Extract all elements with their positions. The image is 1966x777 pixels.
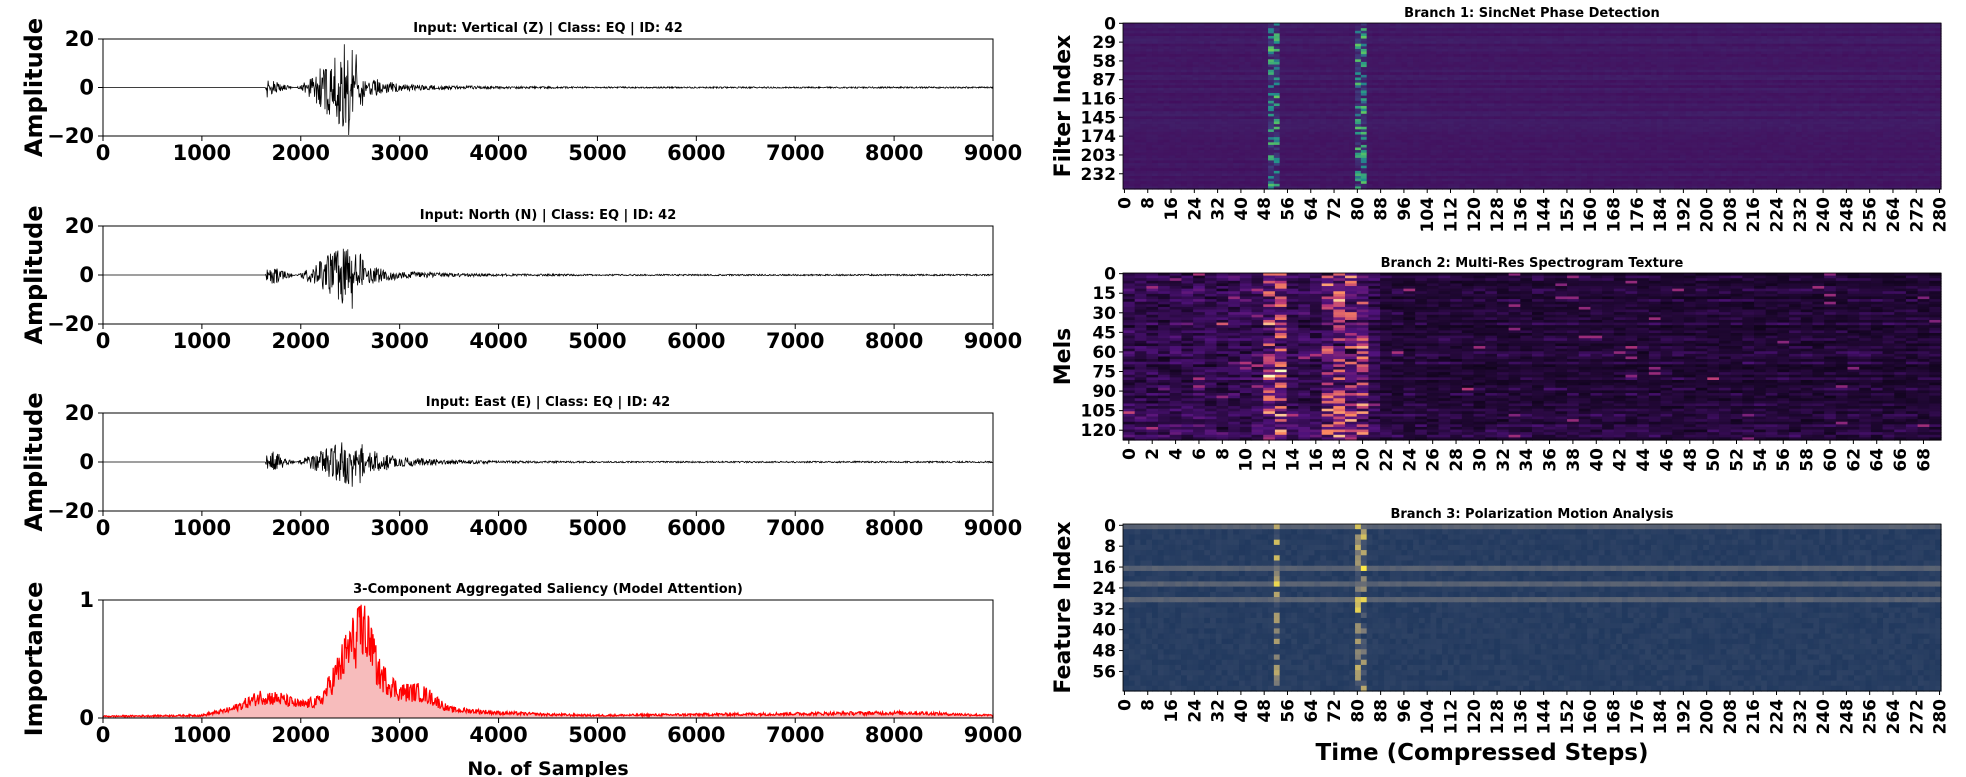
waveform-panel-4: 0 1000 2000 3000 4000 5000 6000 7000 8000 9000 1 0 3… <box>20 582 1022 777</box>
x-tick-label: 3000 <box>370 723 428 747</box>
waveform-trace <box>103 44 993 135</box>
y-tick-label: 0 <box>79 706 94 730</box>
waveform-trace <box>103 442 993 486</box>
y-axis-label: Importance <box>20 582 48 737</box>
y-tick-label: 20 <box>65 214 94 238</box>
x-tick-label: 1000 <box>173 329 231 353</box>
x-tick-label: 8000 <box>865 723 923 747</box>
y-tick-label: 0 <box>79 263 94 287</box>
x-tick-label: 7000 <box>766 141 824 165</box>
x-tick-label: 3000 <box>370 329 428 353</box>
x-axis-label: No. of Samples <box>467 758 628 777</box>
heatmap-panel-1: 0 8 16 24 32 40 48 56 64 72 80 88 96 104 112 120 128 136 1… <box>1051 6 1951 233</box>
panel-title: Input: East (E) | Class: EQ | ID: 42 <box>426 395 670 410</box>
waveform-panel-3: 0 1000 2000 3000 4000 5000 6000 7000 8000 9000 20 0… <box>20 392 1022 540</box>
panel-title: Input: Vertical (Z) | Class: EQ | ID: 42 <box>413 21 683 36</box>
x-tick-label: 6000 <box>667 141 725 165</box>
x-tick-label: 0 <box>96 141 111 165</box>
x-tick-label: 5000 <box>568 516 626 540</box>
x-tick-label: 2000 <box>272 141 330 165</box>
x-tick-label: 7000 <box>766 516 824 540</box>
x-tick-label: 0 <box>96 723 111 747</box>
x-tick-label: 2000 <box>272 516 330 540</box>
x-tick-label: 9000 <box>964 329 1022 353</box>
x-tick-label: 9000 <box>964 723 1022 747</box>
heatmap-cells <box>1123 23 1942 190</box>
x-tick-label: 3000 <box>370 141 428 165</box>
x-tick-label: 9000 <box>964 516 1022 540</box>
x-tick-label: 8000 <box>865 516 923 540</box>
x-tick-label: 0 <box>96 329 111 353</box>
waveform-trace <box>103 249 993 309</box>
x-tick-label: 7000 <box>766 723 824 747</box>
waveform-panel-2: 0 1000 2000 3000 4000 5000 6000 7000 8000 9000 20 0… <box>20 205 1022 353</box>
y-axis-label: Amplitude <box>20 205 48 344</box>
y-tick-label: −20 <box>47 124 94 148</box>
x-tick-label: 3000 <box>370 516 428 540</box>
saliency-fill <box>103 605 993 718</box>
heatmap-panels: 0 8 16 24 32 40 48 56 64 72 80 88 96 104 112 120 128 136 1… <box>1051 6 1951 766</box>
x-tick-label: 2000 <box>272 723 330 747</box>
y-tick-label: 1 <box>79 588 94 612</box>
y-tick-label: −20 <box>47 499 94 523</box>
y-axis-label: Amplitude <box>20 392 48 531</box>
x-tick-label: 5000 <box>568 141 626 165</box>
y-tick-label: 20 <box>65 401 94 425</box>
x-tick-label: 1000 <box>173 723 231 747</box>
x-tick-label: 0 <box>96 516 111 540</box>
y-tick-label: 20 <box>65 27 94 51</box>
x-tick-label: 1000 <box>173 141 231 165</box>
x-tick-label: 2000 <box>272 329 330 353</box>
waveform-panel-1: 0 1000 2000 3000 4000 5000 6000 7000 8000 9000 20 0… <box>20 18 1022 165</box>
y-tick-label: 0 <box>79 450 94 474</box>
x-tick-label: 8000 <box>865 329 923 353</box>
x-tick-label: 8000 <box>865 141 923 165</box>
x-tick-label: 4000 <box>469 516 527 540</box>
x-tick-label: 6000 <box>667 516 725 540</box>
x-tick-label: 4000 <box>469 723 527 747</box>
panel-title: 3-Component Aggregated Saliency (Model A… <box>353 582 743 597</box>
y-axis-label: Amplitude <box>20 18 48 157</box>
saliency-line <box>103 605 993 718</box>
x-tick-label: 7000 <box>766 329 824 353</box>
x-tick-label: 1000 <box>173 516 231 540</box>
y-tick-label: −20 <box>47 312 94 336</box>
x-tick-label: 4000 <box>469 141 527 165</box>
y-tick-label: 0 <box>79 76 94 100</box>
x-tick-label: 5000 <box>568 329 626 353</box>
x-tick-label: 9000 <box>964 141 1022 165</box>
x-tick-label: 4000 <box>469 329 527 353</box>
panel-title: Input: North (N) | Class: EQ | ID: 42 <box>420 208 677 223</box>
x-tick-label: 6000 <box>667 723 725 747</box>
waveform-panels: 0 1000 2000 3000 4000 5000 6000 7000 8000 9000200… <box>20 18 1022 777</box>
x-tick-label: 5000 <box>568 723 626 747</box>
x-tick-label: 6000 <box>667 329 725 353</box>
axes-frame <box>103 600 993 718</box>
